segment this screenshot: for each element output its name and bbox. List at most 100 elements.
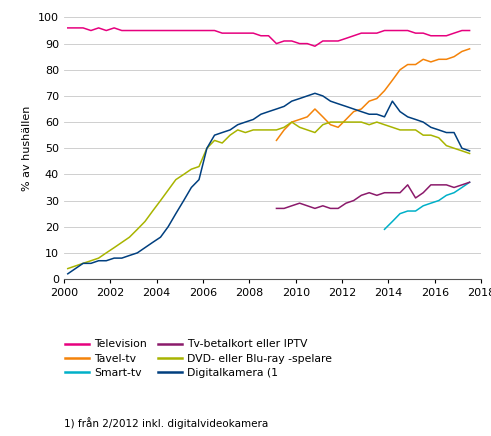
- Tv-betalkort eller IPTV: [443, 182, 449, 187]
- Tv-betalkort eller IPTV: [358, 193, 364, 198]
- Smart-tv: [405, 208, 410, 214]
- Digitalkamera (1: [466, 148, 472, 153]
- Smart-tv: [443, 193, 449, 198]
- Television: [327, 38, 333, 44]
- Tavel-tv: [389, 78, 395, 83]
- Digitalkamera (1: [382, 114, 387, 119]
- Tv-betalkort eller IPTV: [327, 206, 333, 211]
- Smart-tv: [436, 198, 442, 203]
- Tavel-tv: [420, 57, 426, 62]
- Tv-betalkort eller IPTV: [273, 206, 279, 211]
- Tv-betalkort eller IPTV: [459, 182, 465, 187]
- Y-axis label: % av hushällen: % av hushällen: [23, 106, 32, 191]
- Tavel-tv: [273, 138, 279, 143]
- Smart-tv: [451, 190, 457, 195]
- Line: Smart-tv: Smart-tv: [384, 182, 469, 229]
- Smart-tv: [420, 203, 426, 208]
- Line: Tavel-tv: Tavel-tv: [276, 49, 469, 140]
- Smart-tv: [459, 185, 465, 190]
- Tv-betalkort eller IPTV: [304, 203, 310, 208]
- Tavel-tv: [374, 96, 380, 101]
- Tv-betalkort eller IPTV: [351, 198, 356, 203]
- Line: Tv-betalkort eller IPTV: Tv-betalkort eller IPTV: [276, 182, 469, 208]
- Smart-tv: [412, 208, 418, 214]
- Digitalkamera (1: [312, 91, 318, 96]
- Tv-betalkort eller IPTV: [451, 185, 457, 190]
- Tavel-tv: [428, 59, 434, 65]
- Tavel-tv: [343, 117, 349, 122]
- Tavel-tv: [327, 122, 333, 127]
- Television: [304, 41, 310, 46]
- Tavel-tv: [358, 106, 364, 112]
- Smart-tv: [397, 211, 403, 216]
- Digitalkamera (1: [65, 271, 71, 276]
- Tv-betalkort eller IPTV: [420, 190, 426, 195]
- Tv-betalkort eller IPTV: [335, 206, 341, 211]
- Tavel-tv: [397, 67, 403, 72]
- Tavel-tv: [320, 114, 326, 119]
- Tv-betalkort eller IPTV: [412, 195, 418, 201]
- Tavel-tv: [436, 57, 442, 62]
- Tv-betalkort eller IPTV: [297, 201, 302, 206]
- Tavel-tv: [304, 114, 310, 119]
- Smart-tv: [389, 219, 395, 224]
- Line: Digitalkamera (1: Digitalkamera (1: [68, 93, 469, 274]
- Tv-betalkort eller IPTV: [320, 203, 326, 208]
- Tv-betalkort eller IPTV: [382, 190, 387, 195]
- DVD- eller Blu-ray -spelare: [289, 119, 295, 125]
- Tavel-tv: [335, 125, 341, 130]
- Tv-betalkort eller IPTV: [366, 190, 372, 195]
- Television: [65, 25, 71, 31]
- Television: [382, 28, 387, 33]
- Tavel-tv: [351, 109, 356, 114]
- DVD- eller Blu-ray -spelare: [312, 130, 318, 135]
- Tavel-tv: [366, 99, 372, 104]
- Digitalkamera (1: [173, 211, 179, 216]
- DVD- eller Blu-ray -spelare: [428, 133, 434, 138]
- Television: [466, 28, 472, 33]
- Tv-betalkort eller IPTV: [436, 182, 442, 187]
- Tavel-tv: [382, 88, 387, 93]
- Television: [312, 44, 318, 49]
- Tavel-tv: [289, 119, 295, 125]
- Tavel-tv: [466, 46, 472, 51]
- Digitalkamera (1: [327, 99, 333, 104]
- Digitalkamera (1: [297, 96, 302, 101]
- Tv-betalkort eller IPTV: [281, 206, 287, 211]
- Tv-betalkort eller IPTV: [289, 203, 295, 208]
- Tv-betalkort eller IPTV: [466, 180, 472, 185]
- Tavel-tv: [297, 117, 302, 122]
- Tavel-tv: [412, 62, 418, 67]
- Tavel-tv: [443, 57, 449, 62]
- Tv-betalkort eller IPTV: [343, 201, 349, 206]
- Tv-betalkort eller IPTV: [389, 190, 395, 195]
- Digitalkamera (1: [428, 125, 434, 130]
- Smart-tv: [428, 201, 434, 206]
- Television: [428, 33, 434, 38]
- DVD- eller Blu-ray -spelare: [173, 177, 179, 182]
- Smart-tv: [382, 227, 387, 232]
- Tavel-tv: [459, 49, 465, 54]
- Legend: Television, Tavel-tv, Smart-tv, Tv-betalkort eller IPTV, DVD- eller Blu-ray -spe: Television, Tavel-tv, Smart-tv, Tv-betal…: [65, 339, 332, 378]
- DVD- eller Blu-ray -spelare: [382, 122, 387, 127]
- Tavel-tv: [312, 106, 318, 112]
- Tavel-tv: [281, 127, 287, 133]
- DVD- eller Blu-ray -spelare: [65, 266, 71, 271]
- Tv-betalkort eller IPTV: [405, 182, 410, 187]
- Line: DVD- eller Blu-ray -spelare: DVD- eller Blu-ray -spelare: [68, 122, 469, 269]
- DVD- eller Blu-ray -spelare: [466, 151, 472, 156]
- Television: [173, 28, 179, 33]
- Smart-tv: [466, 180, 472, 185]
- Tv-betalkort eller IPTV: [428, 182, 434, 187]
- Digitalkamera (1: [304, 93, 310, 99]
- Tavel-tv: [451, 54, 457, 59]
- DVD- eller Blu-ray -spelare: [304, 127, 310, 133]
- Tv-betalkort eller IPTV: [312, 206, 318, 211]
- Line: Television: Television: [68, 28, 469, 46]
- Text: 1) från 2/2012 inkl. digitalvideokamera: 1) från 2/2012 inkl. digitalvideokamera: [64, 417, 268, 429]
- Television: [297, 41, 302, 46]
- DVD- eller Blu-ray -spelare: [327, 119, 333, 125]
- Tv-betalkort eller IPTV: [397, 190, 403, 195]
- Tavel-tv: [405, 62, 410, 67]
- Tv-betalkort eller IPTV: [374, 193, 380, 198]
